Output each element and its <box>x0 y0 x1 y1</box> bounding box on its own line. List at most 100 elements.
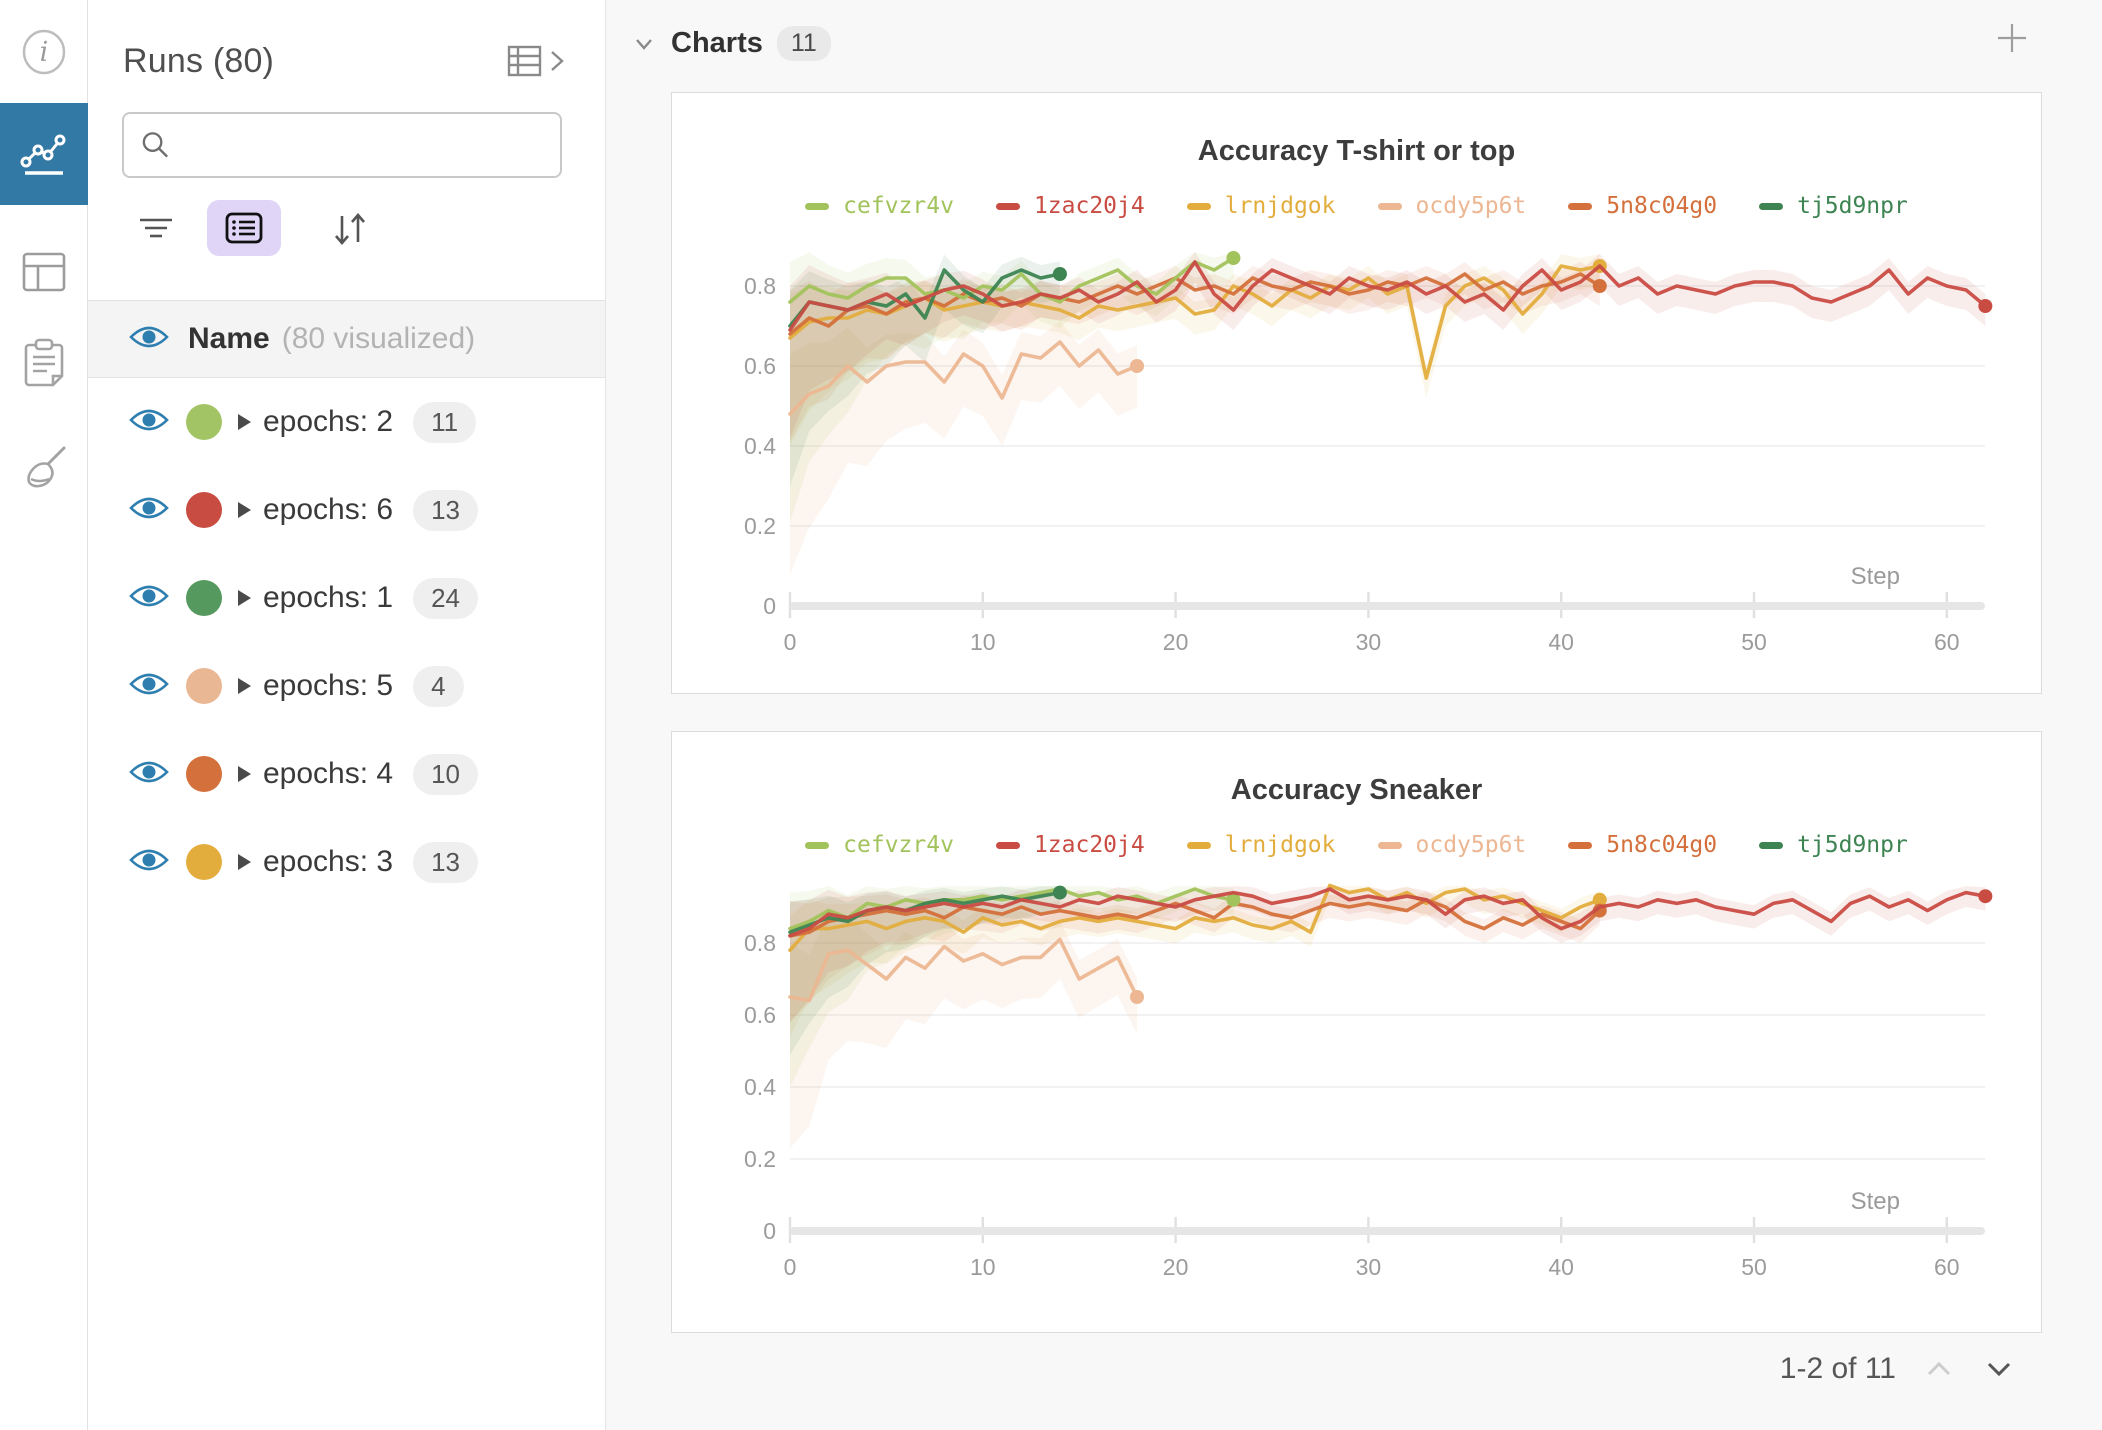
sort-button[interactable] <box>328 208 370 255</box>
legend-run-id: cefvzr4v <box>843 193 954 219</box>
legend-item[interactable]: 1zac20j4 <box>995 193 1145 219</box>
runs-name-header-row[interactable]: Name (80 visualized) <box>88 300 605 378</box>
legend-item[interactable]: tj5d9npr <box>1759 832 1908 858</box>
run-group-count-badge: 13 <box>413 489 479 531</box>
runs-panel: Runs (80) <box>88 0 606 1430</box>
svg-text:10: 10 <box>970 1254 996 1280</box>
run-group-label: epochs: 2 <box>263 405 394 438</box>
run-group-color-dot <box>186 580 222 616</box>
chart-plot[interactable]: 0 0.2 0.4 0.6 0.8 0 10 20 30 40 50 60 Step <box>672 93 2043 695</box>
visibility-eye-icon[interactable] <box>128 493 170 528</box>
table-tab[interactable] <box>0 228 88 316</box>
legend-item[interactable]: 5n8c04g0 <box>1568 193 1717 219</box>
add-panel-button[interactable] <box>1992 18 2032 63</box>
visibility-eye-icon[interactable] <box>128 405 170 440</box>
legend-swatch <box>1377 841 1402 849</box>
svg-text:20: 20 <box>1163 629 1189 655</box>
charts-section-header[interactable]: Charts 11 <box>631 26 831 61</box>
runs-search-box[interactable] <box>122 112 562 178</box>
sweep-tab[interactable] <box>0 424 88 512</box>
legend-swatch <box>995 841 1020 849</box>
legend-run-id: ocdy5p6t <box>1415 193 1527 219</box>
run-group-count-badge: 24 <box>413 577 479 619</box>
runs-table-expand-button[interactable] <box>507 44 567 78</box>
legend-swatch <box>1568 841 1593 849</box>
run-group-list: epochs: 2 11 epochs: 6 13 epochs: 1 24 epochs:… <box>88 378 605 906</box>
pagination-prev-button[interactable] <box>1922 1356 1956 1382</box>
chart-panel-accuracy-tshirt[interactable]: Accuracy T-shirt or top cefvzr4v 1zac20j4 l… <box>671 92 2042 694</box>
legend-swatch <box>995 202 1020 210</box>
visibility-eye-icon[interactable] <box>128 757 170 792</box>
legend-swatch <box>1186 202 1211 210</box>
legend-item[interactable]: ocdy5p6t <box>1377 832 1526 858</box>
x-axis-label: Step <box>1851 563 1900 590</box>
legend-run-id: tj5d9npr <box>1797 193 1908 219</box>
chart-panel-accuracy-sneaker[interactable]: Accuracy Sneaker cefvzr4v 1zac20j4 lrnjdgok… <box>671 731 2042 1333</box>
plus-icon <box>1998 24 2026 52</box>
visibility-eye-icon[interactable] <box>128 581 170 616</box>
info-tab[interactable]: i <box>0 8 88 96</box>
filter-button[interactable] <box>138 212 174 251</box>
legend-swatch <box>805 202 830 210</box>
eye-icon <box>129 673 169 694</box>
legend-run-id: 1zac20j4 <box>1033 193 1145 219</box>
list-view-button[interactable] <box>207 200 281 256</box>
visibility-eye-icon[interactable] <box>128 669 170 704</box>
legend-swatch <box>1186 841 1211 849</box>
svg-text:0: 0 <box>784 629 797 655</box>
run-group-count-badge: 10 <box>413 753 479 795</box>
pagination-next-button[interactable] <box>1982 1356 2016 1382</box>
legend-item[interactable]: lrnjdgok <box>1186 832 1336 858</box>
run-group-row[interactable]: epochs: 1 24 <box>88 554 605 642</box>
legend-run-id: cefvzr4v <box>843 832 954 858</box>
svg-text:60: 60 <box>1934 1254 1960 1280</box>
expand-caret-icon[interactable] <box>238 590 251 606</box>
run-group-count-badge: 13 <box>413 841 479 883</box>
legend-item[interactable]: cefvzr4v <box>805 832 954 858</box>
run-group-color-dot <box>186 492 222 528</box>
runs-panel-title: Runs (80) <box>123 42 275 80</box>
chart-plot[interactable]: 0 0.2 0.4 0.6 0.8 0 10 20 30 40 50 60 Step <box>672 732 2043 1334</box>
notes-tab[interactable] <box>0 318 88 406</box>
run-group-label: epochs: 5 <box>263 669 394 702</box>
name-column-label: Name <box>188 322 270 355</box>
legend-item[interactable]: 5n8c04g0 <box>1568 832 1717 858</box>
expand-caret-icon[interactable] <box>238 854 251 870</box>
run-group-color-dot <box>186 756 222 792</box>
run-group-row[interactable]: epochs: 6 13 <box>88 466 605 554</box>
run-group-label: epochs: 3 <box>263 845 394 878</box>
svg-text:0.8: 0.8 <box>744 930 776 956</box>
legend-item[interactable]: ocdy5p6t <box>1377 193 1527 219</box>
expand-caret-icon[interactable] <box>238 766 251 782</box>
runs-search-input[interactable] <box>183 129 544 161</box>
run-group-row[interactable]: epochs: 2 11 <box>88 378 605 466</box>
run-group-label: epochs: 4 <box>263 757 394 790</box>
expand-caret-icon[interactable] <box>238 502 251 518</box>
expand-caret-icon[interactable] <box>238 414 251 430</box>
legend-run-id: tj5d9npr <box>1797 832 1908 858</box>
charts-workspace-tab[interactable] <box>0 103 88 205</box>
legend-item[interactable]: 1zac20j4 <box>995 832 1145 858</box>
legend-item[interactable]: tj5d9npr <box>1759 193 1908 219</box>
svg-text:0.6: 0.6 <box>744 1002 776 1028</box>
legend-run-id: lrnjdgok <box>1224 832 1336 858</box>
run-group-label: epochs: 6 <box>263 493 394 526</box>
run-group-row[interactable]: epochs: 4 10 <box>88 730 605 818</box>
legend-run-id: 1zac20j4 <box>1033 832 1145 858</box>
legend-item[interactable]: cefvzr4v <box>805 193 954 219</box>
broom-icon <box>27 446 66 488</box>
pagination-label: 1-2 of 11 <box>1779 1352 1896 1385</box>
visibility-all-eye-icon[interactable] <box>128 322 170 357</box>
eye-icon <box>129 409 169 430</box>
list-view-icon <box>225 212 263 244</box>
charts-main-area: Charts 11 Accuracy T-shirt or top cefvzr4… <box>606 0 2102 1430</box>
legend-swatch <box>805 841 830 849</box>
expand-caret-icon[interactable] <box>238 678 251 694</box>
visibility-eye-icon[interactable] <box>128 845 170 880</box>
eye-icon <box>129 761 169 782</box>
svg-text:0: 0 <box>784 1254 797 1280</box>
filter-icon <box>140 218 172 238</box>
run-group-row[interactable]: epochs: 3 13 <box>88 818 605 906</box>
legend-item[interactable]: lrnjdgok <box>1186 193 1336 219</box>
run-group-row[interactable]: epochs: 5 4 <box>88 642 605 730</box>
